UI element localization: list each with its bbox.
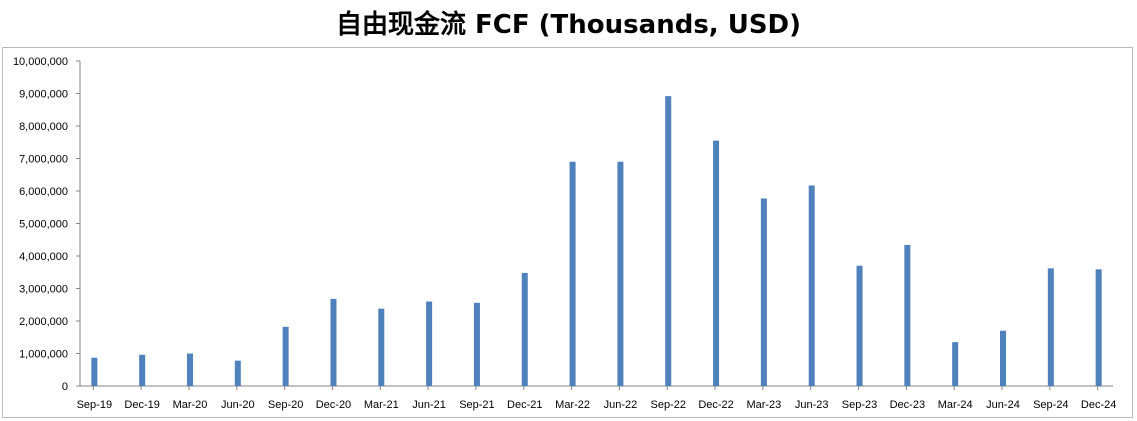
y-tick-label: 0 (62, 381, 68, 393)
y-tick-label: 5,000,000 (19, 219, 68, 231)
bar (521, 272, 528, 386)
x-tick-label: Sep-21 (459, 399, 494, 411)
bar (952, 342, 959, 386)
x-tick-label: Jun-24 (986, 399, 1020, 411)
y-tick-label: 7,000,000 (19, 154, 68, 166)
bar (473, 302, 480, 386)
bar (378, 308, 385, 386)
bar (569, 161, 576, 386)
bar (665, 96, 672, 386)
x-tick-label: Mar-22 (555, 399, 590, 411)
axes (76, 60, 1113, 390)
bar (139, 354, 146, 386)
x-tick-label: Dec-20 (316, 399, 351, 411)
x-tick-label: Jun-20 (221, 399, 255, 411)
x-tick-label: Dec-22 (698, 399, 733, 411)
bars (91, 96, 1102, 386)
y-tick-label: 6,000,000 (19, 186, 68, 198)
x-tick-label: Dec-21 (507, 399, 542, 411)
x-tick-label: Dec-23 (890, 399, 925, 411)
x-tick-label: Sep-19 (77, 399, 112, 411)
bar (808, 185, 815, 386)
y-axis-labels: 0 1,000,000 2,000,000 3,000,000 4,000,000 5,0… (13, 56, 68, 393)
bar (234, 360, 241, 386)
y-tick-label: 9,000,000 (19, 89, 68, 101)
x-tick-label: Sep-24 (1033, 399, 1068, 411)
bar (186, 353, 193, 386)
bar (1047, 268, 1054, 386)
x-tick-label: Mar-21 (364, 399, 399, 411)
bar (330, 298, 337, 386)
x-tick-label: Mar-23 (746, 399, 781, 411)
y-tick-label: 3,000,000 (19, 284, 68, 296)
x-tick-label: Sep-22 (650, 399, 685, 411)
y-tick-label: 1,000,000 (19, 349, 68, 361)
y-tick-label: 4,000,000 (19, 251, 68, 263)
x-tick-label: Jun-21 (412, 399, 446, 411)
bar (91, 357, 98, 386)
chart-frame (2, 47, 1133, 418)
x-tick-label: Jun-22 (604, 399, 638, 411)
bar (760, 198, 767, 386)
bar (1000, 330, 1007, 386)
bar (426, 301, 433, 386)
y-tick-label: 2,000,000 (19, 316, 68, 328)
bar (856, 265, 863, 386)
chart-title: 自由现金流 FCF (Thousands, USD) (335, 10, 802, 40)
x-axis-labels: Sep-19 Dec-19 Mar-20 Jun-20 Sep-20 Dec-20 Mar-… (77, 399, 1117, 411)
x-tick-label: Mar-24 (938, 399, 973, 411)
x-tick-label: Dec-24 (1081, 399, 1116, 411)
x-tick-label: Sep-23 (842, 399, 877, 411)
bar (713, 140, 720, 386)
bar (904, 244, 911, 386)
x-tick-label: Sep-20 (268, 399, 303, 411)
bar (282, 326, 289, 386)
y-tick-label: 10,000,000 (13, 56, 68, 68)
y-tick-label: 8,000,000 (19, 121, 68, 133)
x-tick-label: Mar-20 (173, 399, 208, 411)
bar (617, 161, 624, 386)
x-tick-label: Dec-19 (124, 399, 159, 411)
x-tick-label: Jun-23 (795, 399, 829, 411)
bar (1095, 269, 1102, 386)
